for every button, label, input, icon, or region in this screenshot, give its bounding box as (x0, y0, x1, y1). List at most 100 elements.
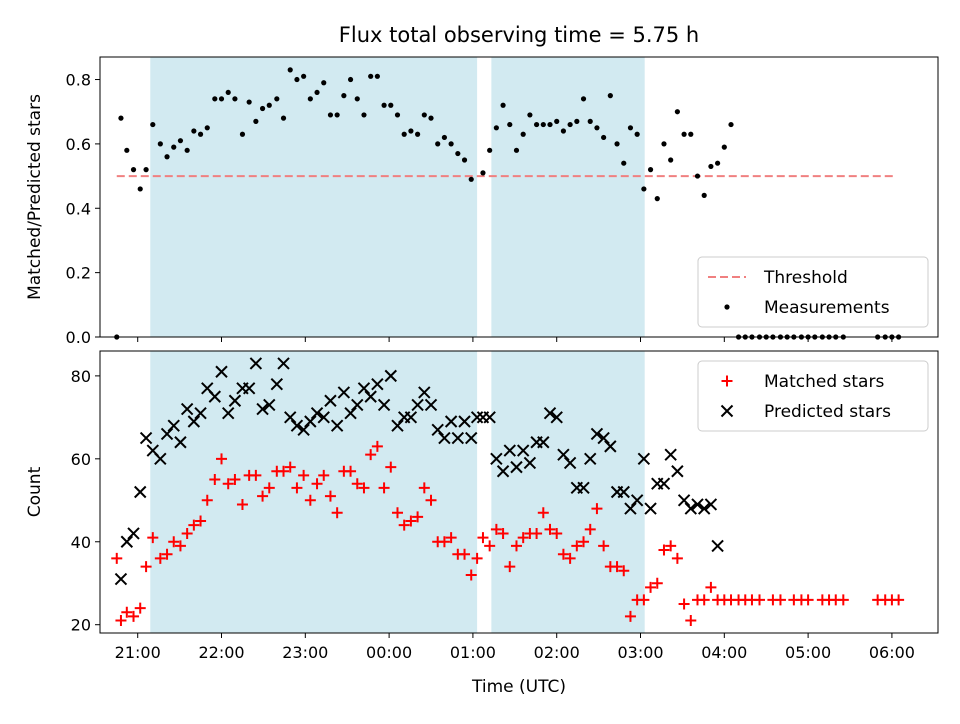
matched-stars-point (425, 494, 437, 506)
y-tick-label: 20 (71, 616, 91, 635)
measurements-point (507, 121, 513, 128)
x-tick-label: 01:00 (450, 643, 496, 662)
matched-stars-point (611, 561, 623, 573)
matched-stars-point (418, 482, 430, 494)
predicted-stars-point (537, 436, 550, 449)
predicted-stars-point (310, 406, 324, 420)
measurements-point (694, 173, 701, 179)
matched-stars-point (201, 494, 213, 506)
matched-stars-point (229, 474, 241, 486)
measurements-point (157, 141, 163, 147)
predicted-stars-point (490, 452, 503, 466)
predicted-stars-point (590, 427, 604, 441)
measurements-point (394, 112, 401, 118)
x-tick-label: 23:00 (282, 643, 328, 662)
matched-stars-point (893, 594, 905, 606)
legend-swatch (721, 375, 733, 387)
measurements-point (614, 141, 620, 147)
measurements-point (674, 109, 680, 115)
matched-stars-point (378, 482, 390, 494)
measurements-point (701, 192, 707, 198)
y-tick-label: 0.2 (66, 264, 91, 283)
measurements-point (513, 147, 520, 153)
matched-stars-point (147, 532, 159, 544)
predicted-stars-point (584, 452, 597, 466)
series-group (111, 357, 905, 627)
measurements-point (533, 121, 540, 128)
matched-stars-point (291, 482, 303, 494)
y-tick-label: 0.8 (66, 71, 91, 90)
measurements-point (668, 157, 674, 163)
matched-stars-point (698, 594, 710, 606)
predicted-stars-point (120, 535, 134, 548)
measurements-point (580, 96, 587, 102)
predicted-stars-point (344, 406, 357, 420)
matched-stars-point (651, 577, 663, 589)
legend-box (697, 256, 929, 328)
predicted-stars-point (371, 377, 384, 391)
observing-window-1 (150, 351, 478, 633)
x-axis-label: Time (UTC) (471, 677, 566, 697)
measurements-point (307, 96, 313, 102)
y-tick-label: 40 (71, 533, 91, 552)
matched-stars-point (412, 511, 424, 523)
matched-stars-point (459, 548, 471, 560)
matched-stars-point (705, 581, 717, 593)
matched-stars-point (678, 598, 690, 610)
matched-stars-point (531, 527, 543, 539)
predicted-stars-point (424, 398, 438, 412)
matched-stars-point (774, 594, 786, 606)
measurements-point (124, 147, 130, 153)
x-tick-label: 03:00 (617, 643, 663, 662)
measurements-point (527, 112, 533, 118)
predicted-stars-point (324, 394, 337, 407)
matched-stars-point (398, 519, 410, 531)
measurements-point (601, 134, 607, 141)
predicted-stars-point (470, 411, 484, 424)
measurements-point (480, 170, 486, 176)
matched-stars-point (624, 610, 636, 622)
measurements-point (435, 141, 441, 147)
measurements-point (560, 128, 567, 134)
predicted-stars-point (711, 539, 724, 553)
measurements-point (239, 131, 246, 137)
matched-stars-point (658, 544, 670, 556)
measurements-point (232, 96, 238, 102)
y-axis-label: Count (25, 466, 45, 517)
measurements-point (415, 131, 421, 137)
predicted-stars-point (290, 419, 304, 432)
measurements-point (130, 167, 137, 173)
matched-stars-point (557, 548, 569, 560)
measurements-point (253, 118, 259, 124)
measurements-point (327, 112, 334, 118)
matched-stars-point (551, 527, 563, 539)
observing-window-2 (491, 57, 645, 337)
measurements-point (647, 167, 654, 173)
measurements-point (361, 112, 367, 118)
measurements-point (314, 89, 320, 96)
measurements-point (428, 115, 434, 121)
measurements-point (280, 115, 287, 121)
measurements-point (191, 128, 197, 134)
predicted-stars-point (194, 406, 207, 420)
predicted-stars-point (496, 465, 510, 478)
matched-stars-point (564, 552, 576, 564)
predicted-stars-point (691, 498, 704, 511)
y-tick-label: 0.6 (66, 135, 91, 154)
predicted-stars-point (263, 398, 276, 412)
measurements-point (654, 196, 660, 202)
predicted-stars-point (215, 365, 228, 378)
measurements-point (294, 76, 300, 83)
ratio-panel: 0.0 0.2 0.4 0.6 0.8 Matched/Predicted stars Th… (25, 56, 939, 347)
matched-stars-point (504, 561, 516, 573)
matched-stars-point (278, 465, 290, 477)
measurements-point (607, 93, 613, 99)
matched-stars-point (324, 490, 336, 502)
x-tick-label: 04:00 (701, 643, 747, 662)
predicted-stars-point (330, 419, 344, 432)
predicted-stars-point (222, 406, 235, 420)
predicted-stars-point (277, 357, 290, 370)
measurements-point (118, 115, 124, 121)
predicted-stars-point (704, 498, 718, 511)
measurements-point (177, 138, 184, 144)
